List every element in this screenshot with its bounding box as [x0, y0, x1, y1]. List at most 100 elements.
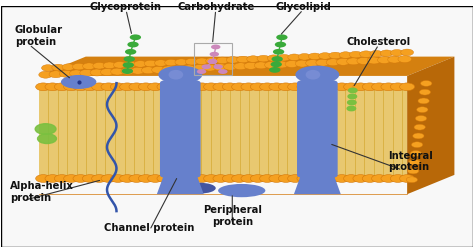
Circle shape [348, 94, 356, 99]
FancyBboxPatch shape [0, 6, 474, 247]
Circle shape [344, 175, 359, 182]
Circle shape [82, 63, 95, 69]
Text: Channel protein: Channel protein [104, 223, 195, 233]
Circle shape [391, 50, 403, 56]
Circle shape [244, 62, 258, 69]
Circle shape [80, 69, 93, 76]
Circle shape [110, 175, 126, 182]
Circle shape [194, 175, 210, 182]
Circle shape [166, 83, 182, 91]
Circle shape [218, 69, 228, 74]
Circle shape [260, 175, 275, 182]
Circle shape [129, 83, 144, 91]
Circle shape [49, 71, 63, 78]
Circle shape [194, 83, 210, 91]
Circle shape [410, 151, 421, 156]
Circle shape [232, 83, 247, 91]
Circle shape [415, 116, 427, 121]
Text: Cholesterol: Cholesterol [346, 37, 411, 47]
Circle shape [138, 83, 154, 91]
Circle shape [362, 83, 377, 91]
Circle shape [195, 58, 208, 64]
Circle shape [269, 83, 284, 91]
Circle shape [334, 175, 349, 182]
Circle shape [213, 83, 228, 91]
Circle shape [213, 175, 228, 182]
Circle shape [306, 175, 321, 182]
Circle shape [164, 59, 178, 66]
Circle shape [129, 175, 144, 182]
Circle shape [110, 83, 126, 91]
Ellipse shape [182, 183, 216, 194]
Circle shape [185, 175, 200, 182]
Circle shape [298, 54, 311, 60]
Ellipse shape [218, 184, 265, 197]
Circle shape [110, 68, 124, 75]
Circle shape [185, 59, 198, 65]
FancyBboxPatch shape [38, 88, 407, 180]
Circle shape [101, 175, 116, 182]
FancyBboxPatch shape [160, 80, 201, 178]
Circle shape [347, 106, 356, 111]
Circle shape [325, 175, 340, 182]
Circle shape [39, 71, 53, 78]
Text: Peripheral
protein: Peripheral protein [203, 205, 262, 227]
Circle shape [260, 83, 275, 91]
Circle shape [250, 175, 265, 182]
Circle shape [162, 66, 175, 73]
Circle shape [269, 175, 284, 182]
Circle shape [275, 61, 289, 68]
Circle shape [166, 175, 182, 182]
Circle shape [276, 34, 288, 40]
Circle shape [272, 56, 283, 62]
Circle shape [390, 175, 405, 182]
Circle shape [400, 175, 415, 182]
Circle shape [131, 67, 145, 74]
Circle shape [55, 83, 70, 91]
Ellipse shape [295, 66, 339, 84]
Circle shape [420, 81, 432, 86]
Circle shape [130, 34, 141, 40]
Circle shape [128, 42, 139, 47]
Text: Globular
protein: Globular protein [15, 25, 63, 47]
Circle shape [64, 83, 79, 91]
Circle shape [55, 175, 70, 182]
Circle shape [144, 60, 157, 67]
Circle shape [334, 83, 349, 91]
Circle shape [82, 175, 98, 182]
Text: Glycolipid: Glycolipid [275, 2, 331, 12]
Circle shape [70, 70, 83, 77]
Circle shape [357, 58, 371, 64]
Circle shape [222, 83, 237, 91]
Circle shape [91, 83, 107, 91]
Circle shape [52, 64, 64, 71]
Circle shape [257, 55, 270, 62]
Polygon shape [38, 57, 455, 76]
Circle shape [288, 54, 301, 61]
Circle shape [204, 83, 219, 91]
Circle shape [419, 89, 430, 95]
Circle shape [37, 134, 56, 144]
Circle shape [124, 56, 135, 62]
Circle shape [339, 52, 352, 58]
Circle shape [155, 60, 167, 66]
Polygon shape [407, 57, 455, 194]
Circle shape [348, 88, 357, 93]
Circle shape [275, 42, 286, 47]
Circle shape [285, 61, 299, 67]
Circle shape [103, 62, 116, 68]
Circle shape [216, 57, 229, 64]
Circle shape [278, 83, 293, 91]
Circle shape [278, 54, 291, 61]
Circle shape [213, 64, 223, 69]
Circle shape [119, 175, 135, 182]
Circle shape [36, 175, 51, 182]
Circle shape [123, 62, 134, 68]
Circle shape [381, 175, 396, 182]
Circle shape [406, 177, 418, 183]
Circle shape [297, 175, 312, 182]
Circle shape [206, 58, 219, 64]
Circle shape [134, 61, 147, 67]
Circle shape [295, 60, 309, 67]
Circle shape [176, 175, 191, 182]
